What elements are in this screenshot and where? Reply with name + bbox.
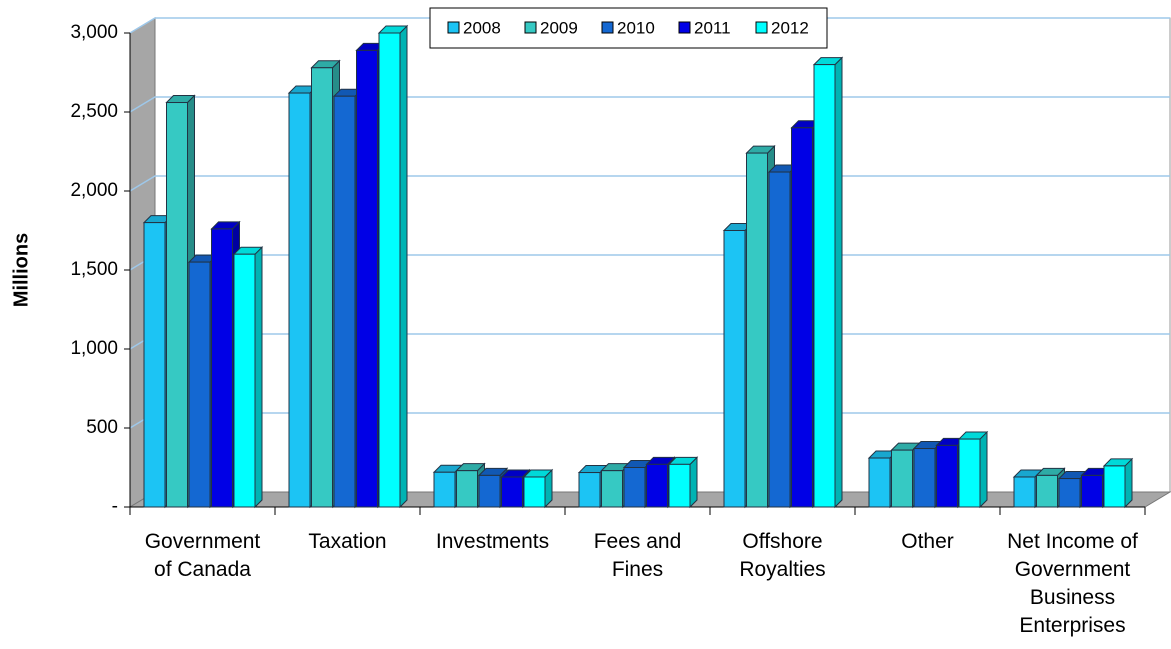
y-axis-label: Millions bbox=[10, 233, 32, 307]
bar bbox=[601, 470, 623, 508]
x-tick-label-line: of Canada bbox=[154, 558, 251, 581]
bar bbox=[791, 127, 813, 508]
bar bbox=[1036, 474, 1058, 508]
y-tick-label: 1,000 bbox=[70, 338, 118, 359]
x-tick-label: Net Income of Government Business Enterpris… bbox=[1007, 530, 1138, 637]
x-tick-label: Government of Canada bbox=[145, 530, 261, 581]
bar bbox=[188, 261, 211, 508]
bar bbox=[768, 171, 791, 508]
bar bbox=[1013, 476, 1036, 508]
bar bbox=[333, 95, 356, 508]
bar-side bbox=[254, 245, 263, 509]
bar bbox=[211, 228, 233, 508]
x-tick-label-line: Taxation bbox=[308, 530, 386, 553]
y-tick-label: 2,000 bbox=[70, 180, 118, 201]
grid-line bbox=[129, 17, 1170, 34]
bar bbox=[356, 49, 378, 508]
bar bbox=[1103, 465, 1126, 508]
bar bbox=[166, 102, 188, 508]
y-tick-label: 2,500 bbox=[70, 101, 118, 122]
x-tick-label-line: Investments bbox=[436, 530, 549, 553]
bar bbox=[456, 470, 478, 508]
legend-swatch bbox=[447, 21, 460, 34]
x-tick-label: Offshore Royalties bbox=[739, 530, 825, 581]
legend-label: 2008 bbox=[463, 18, 501, 37]
x-tick-label-line: Royalties bbox=[739, 558, 825, 581]
bar bbox=[813, 64, 836, 508]
bar bbox=[623, 467, 646, 508]
x-tick-label-line: Fees and bbox=[594, 530, 682, 553]
x-tick-label-line: Other bbox=[901, 530, 954, 553]
bar bbox=[433, 471, 456, 508]
legend-swatch bbox=[524, 21, 537, 34]
bar bbox=[523, 476, 546, 508]
bar-side bbox=[1124, 457, 1133, 509]
bar bbox=[501, 476, 523, 508]
bar-side bbox=[979, 430, 988, 509]
bar bbox=[1081, 474, 1103, 508]
bar bbox=[1058, 478, 1081, 508]
legend-label: 2011 bbox=[694, 18, 731, 37]
x-tick-label-line: Offshore bbox=[742, 530, 822, 553]
bar bbox=[288, 92, 311, 508]
x-tick-label-line: Enterprises bbox=[1019, 614, 1125, 637]
x-tick-label-line: Government bbox=[145, 530, 261, 553]
bar bbox=[233, 253, 256, 508]
bar bbox=[723, 230, 746, 508]
bar bbox=[668, 463, 691, 508]
x-tick-label-line: Business bbox=[1030, 586, 1115, 609]
legend-label: 2009 bbox=[540, 18, 578, 37]
bar-side bbox=[689, 456, 698, 509]
legend-label: 2012 bbox=[771, 18, 809, 37]
x-tick-label: Investments bbox=[436, 530, 549, 553]
bar bbox=[746, 152, 768, 508]
y-tick-label: - bbox=[112, 496, 118, 517]
x-tick-label-line: Government bbox=[1015, 558, 1131, 581]
x-tick-label-line: Net Income of bbox=[1007, 530, 1138, 553]
bar bbox=[143, 222, 166, 508]
bar bbox=[891, 449, 913, 508]
bar bbox=[311, 67, 333, 508]
legend-swatch bbox=[601, 21, 614, 34]
y-tick-label: 500 bbox=[86, 417, 118, 438]
bar bbox=[868, 457, 891, 508]
y-tick-label: 3,000 bbox=[70, 22, 118, 43]
bar bbox=[646, 463, 668, 508]
x-tick-label: Taxation bbox=[308, 530, 386, 553]
x-tick-label-line: Fines bbox=[612, 558, 663, 581]
bar bbox=[913, 448, 936, 508]
legend-swatch bbox=[678, 21, 691, 34]
x-tick-label: Other bbox=[901, 530, 954, 553]
y-tick-label: 1,500 bbox=[70, 259, 118, 280]
x-tick-label: Fees and Fines bbox=[594, 530, 682, 581]
legend-label: 2010 bbox=[617, 18, 655, 37]
bar bbox=[378, 32, 401, 508]
bar bbox=[958, 438, 981, 508]
bar bbox=[936, 444, 958, 508]
bar-side bbox=[834, 56, 843, 509]
bar-side bbox=[399, 24, 408, 509]
legend-swatch bbox=[755, 21, 768, 34]
bar bbox=[578, 472, 601, 508]
bar bbox=[478, 474, 501, 508]
